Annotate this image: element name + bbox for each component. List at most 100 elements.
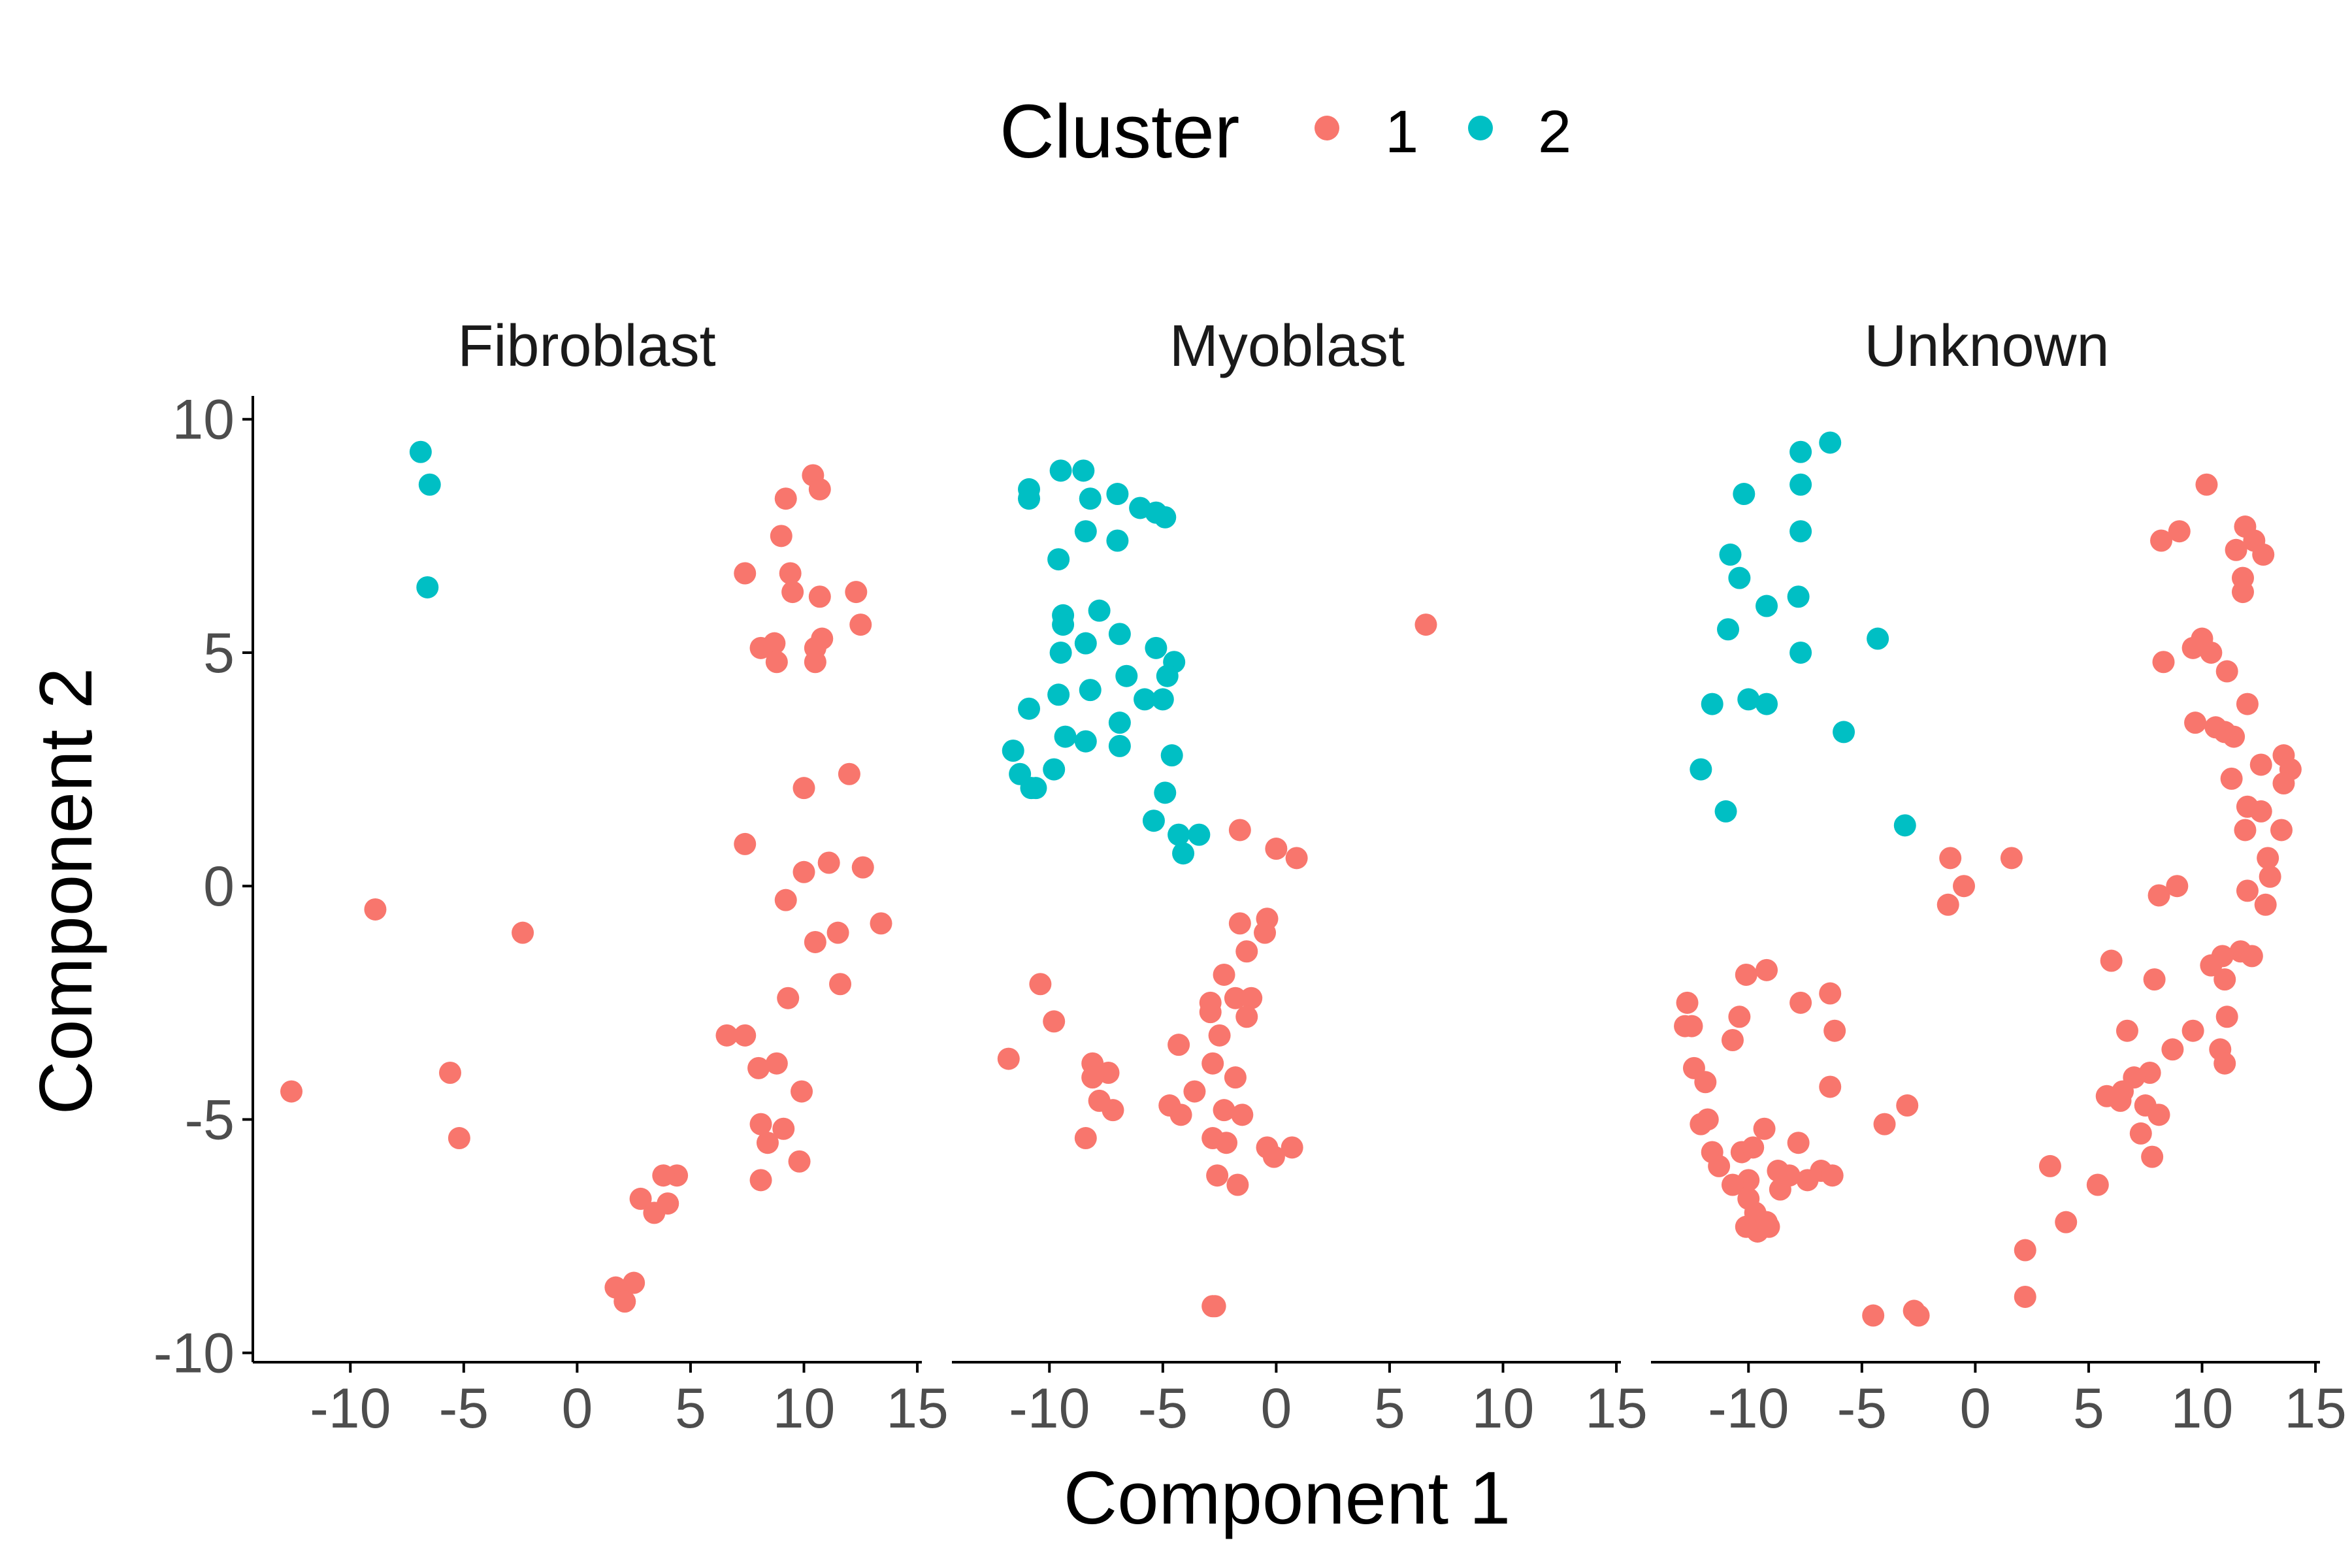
data-point-cluster-1 [1213, 963, 1235, 986]
data-point-cluster-1 [1939, 847, 1962, 870]
data-point-cluster-1 [779, 562, 802, 585]
x-tick-label: 5 [1374, 1377, 1405, 1440]
panel-fibroblast: -10 -5 0 5 10 15 10 5 0 -5 -10 [154, 389, 949, 1440]
data-point-cluster-1 [817, 851, 840, 874]
data-point-cluster-2 [1074, 730, 1097, 753]
data-point-cluster-1 [2220, 767, 2243, 790]
data-point-cluster-1 [1907, 1304, 1930, 1327]
data-point-cluster-2 [1108, 711, 1131, 734]
data-point-cluster-1 [2148, 1103, 2170, 1126]
data-point-cluster-1 [1735, 963, 1757, 986]
data-point-cluster-2 [1154, 506, 1177, 529]
data-point-cluster-1 [1224, 987, 1247, 1009]
y-tick-label: 5 [203, 622, 235, 685]
data-point-cluster-1 [1756, 958, 1778, 981]
data-point-cluster-1 [1721, 1029, 1744, 1051]
data-point-cluster-1 [2195, 473, 2218, 496]
panel-myoblast: -10 -5 0 5 10 15 [952, 459, 1648, 1440]
data-point-cluster-2 [1756, 595, 1778, 617]
data-point-cluster-1 [613, 1290, 636, 1313]
data-point-cluster-1 [1228, 912, 1251, 935]
data-point-cluster-1 [791, 1080, 813, 1103]
data-point-cluster-2 [1154, 781, 1177, 804]
data-point-cluster-1 [1201, 1295, 1224, 1318]
data-point-cluster-2 [416, 576, 439, 598]
data-point-cluster-1 [1224, 1066, 1247, 1089]
data-point-cluster-1 [1796, 1169, 1819, 1192]
data-point-cluster-2 [418, 473, 441, 496]
data-point-cluster-1 [1215, 1132, 1238, 1154]
data-point-cluster-1 [734, 1024, 757, 1047]
data-point-cluster-1 [715, 1024, 738, 1047]
data-point-cluster-1 [280, 1080, 303, 1103]
data-point-cluster-1 [870, 912, 892, 935]
data-point-cluster-2 [1115, 664, 1138, 687]
data-point-cluster-2 [1756, 693, 1778, 715]
data-point-cluster-1 [2213, 1052, 2236, 1075]
data-point-cluster-2 [1833, 721, 1855, 743]
data-point-cluster-1 [792, 860, 815, 883]
data-point-cluster-1 [2148, 884, 2170, 907]
data-point-cluster-1 [2270, 819, 2293, 841]
facet-label-myoblast: Myoblast [1169, 314, 1405, 379]
data-point-cluster-2 [1156, 664, 1179, 687]
data-point-cluster-1 [845, 581, 868, 604]
x-tick-label: -10 [310, 1377, 391, 1440]
data-point-cluster-1 [2143, 968, 2166, 991]
data-point-cluster-1 [2100, 949, 2123, 972]
data-point-cluster-1 [774, 487, 797, 510]
data-point-cluster-1 [2166, 875, 2189, 898]
facet-panels: -10 -5 0 5 10 15 10 5 0 -5 -10 -10 -5 0 5 10 15 -10 -5 0 5 10… [154, 389, 2347, 1440]
data-point-cluster-1 [1206, 1164, 1229, 1187]
x-tick-label: 15 [1585, 1377, 1648, 1440]
data-point-cluster-2 [1018, 697, 1041, 720]
data-point-cluster-1 [2129, 1122, 2152, 1145]
data-point-cluster-1 [2086, 1173, 2109, 1196]
data-point-cluster-1 [1262, 1145, 1285, 1168]
data-point-cluster-2 [1719, 543, 1742, 566]
data-point-cluster-1 [1896, 1094, 1919, 1117]
x-tick-label: 0 [1260, 1377, 1292, 1440]
data-point-cluster-1 [804, 651, 826, 674]
data-point-cluster-2 [1079, 487, 1102, 510]
data-point-cluster-1 [2200, 954, 2223, 977]
data-point-cluster-2 [1002, 740, 1024, 762]
data-point-cluster-1 [2259, 865, 2281, 888]
data-point-cluster-1 [2272, 772, 2295, 795]
data-point-cluster-1 [1199, 1001, 1222, 1024]
data-point-cluster-1 [2213, 968, 2236, 991]
data-point-cluster-1 [1873, 1113, 1896, 1135]
data-point-cluster-1 [1753, 1117, 1776, 1140]
data-point-cluster-1 [829, 973, 852, 996]
x-tick-label: 5 [675, 1377, 706, 1440]
data-point-cluster-1 [2257, 847, 2279, 870]
data-point-cluster-1 [804, 930, 826, 953]
x-tick-label: 10 [1472, 1377, 1535, 1440]
data-point-cluster-2 [1787, 585, 1810, 608]
data-point-cluster-2 [1088, 599, 1111, 622]
data-point-cluster-1 [1862, 1304, 1885, 1327]
data-point-cluster-1 [2141, 1145, 2164, 1168]
x-tick-label: 15 [886, 1377, 949, 1440]
data-point-cluster-1 [1102, 1099, 1124, 1122]
data-point-cluster-1 [1769, 1178, 1791, 1201]
data-point-cluster-1 [1081, 1066, 1104, 1089]
data-point-cluster-2 [1074, 520, 1097, 543]
data-point-cluster-1 [1696, 1108, 1719, 1131]
data-point-cluster-1 [1414, 613, 1437, 636]
data-point-cluster-1 [2234, 819, 2257, 841]
data-point-cluster-1 [2014, 1239, 2036, 1262]
data-point-cluster-1 [1819, 982, 1842, 1005]
x-tick-label: -10 [1708, 1377, 1789, 1440]
data-point-cluster-1 [2150, 529, 2173, 552]
data-point-cluster-1 [2254, 893, 2277, 916]
data-point-cluster-2 [1074, 632, 1097, 655]
data-point-cluster-1 [1823, 1019, 1846, 1042]
data-point-cluster-1 [788, 1150, 811, 1173]
data-point-cluster-2 [1893, 814, 1916, 837]
data-point-cluster-1 [997, 1047, 1020, 1070]
y-tick-label: 10 [172, 389, 235, 451]
x-tick-label: -10 [1009, 1377, 1090, 1440]
y-tick-label: -10 [154, 1322, 235, 1385]
data-point-cluster-1 [749, 1113, 772, 1135]
